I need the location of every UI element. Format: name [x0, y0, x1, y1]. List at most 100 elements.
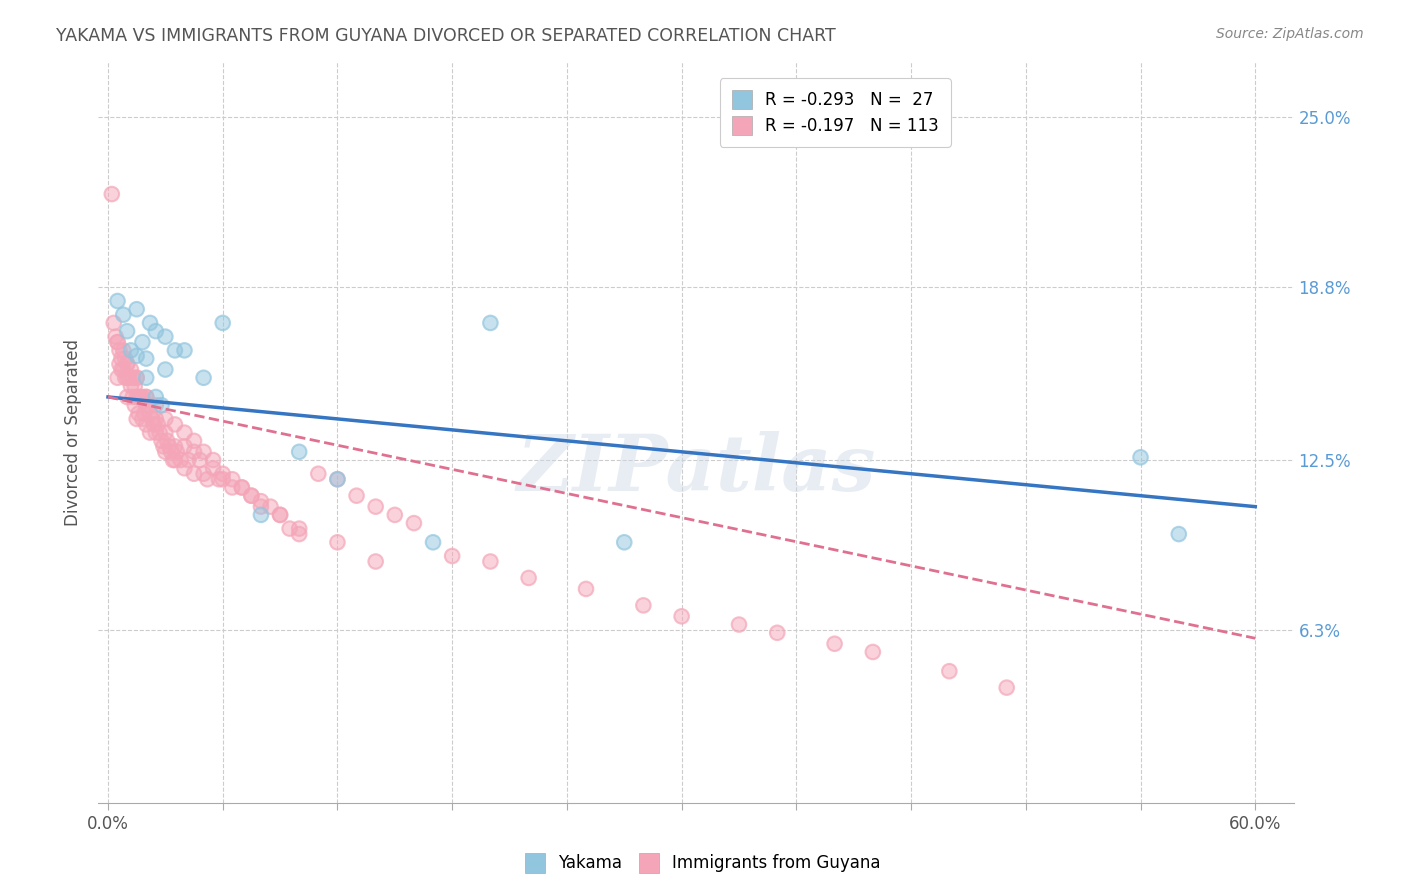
Point — [135, 398, 157, 412]
Point — [862, 645, 884, 659]
Point — [479, 554, 502, 568]
Point — [364, 554, 387, 568]
Point — [202, 453, 225, 467]
Point — [173, 461, 195, 475]
Point — [124, 398, 146, 412]
Point — [575, 582, 598, 596]
Point — [104, 329, 127, 343]
Point — [202, 453, 225, 467]
Point — [278, 522, 301, 536]
Point — [995, 681, 1018, 695]
Point — [479, 316, 502, 330]
Point — [177, 453, 200, 467]
Point — [288, 527, 311, 541]
Point — [114, 371, 136, 385]
Point — [124, 379, 146, 393]
Point — [115, 357, 138, 371]
Point — [135, 390, 157, 404]
Point — [131, 390, 153, 404]
Point — [221, 480, 243, 494]
Point — [221, 472, 243, 486]
Point — [141, 412, 163, 426]
Point — [221, 472, 243, 486]
Point — [183, 467, 205, 481]
Point — [115, 371, 138, 385]
Point — [136, 398, 159, 412]
Point — [173, 425, 195, 440]
Point — [633, 599, 655, 613]
Point — [139, 425, 162, 440]
Point — [145, 398, 167, 412]
Point — [211, 467, 233, 481]
Point — [145, 412, 167, 426]
Point — [155, 412, 177, 426]
Point — [135, 390, 157, 404]
Point — [125, 302, 148, 317]
Point — [145, 324, 167, 338]
Point — [211, 316, 233, 330]
Point — [250, 500, 273, 514]
Point — [166, 445, 188, 459]
Point — [107, 335, 129, 350]
Point — [150, 434, 173, 448]
Point — [169, 453, 191, 467]
Point — [160, 445, 183, 459]
Point — [135, 390, 157, 404]
Point — [231, 480, 253, 494]
Point — [162, 453, 184, 467]
Point — [128, 390, 150, 404]
Point — [479, 554, 502, 568]
Point — [221, 480, 243, 494]
Point — [288, 522, 311, 536]
Point — [115, 390, 138, 404]
Point — [121, 371, 143, 385]
Point — [107, 335, 129, 350]
Point — [104, 329, 127, 343]
Point — [107, 335, 129, 350]
Point — [824, 637, 846, 651]
Point — [155, 362, 177, 376]
Point — [633, 599, 655, 613]
Point — [938, 664, 960, 678]
Point — [288, 445, 311, 459]
Point — [112, 362, 135, 376]
Point — [326, 472, 349, 486]
Point — [250, 508, 273, 522]
Point — [173, 425, 195, 440]
Point — [149, 425, 172, 440]
Point — [938, 664, 960, 678]
Point — [575, 582, 598, 596]
Point — [269, 508, 291, 522]
Point — [163, 417, 186, 432]
Point — [125, 349, 148, 363]
Point — [169, 453, 191, 467]
Point — [128, 406, 150, 420]
Point — [114, 351, 136, 366]
Point — [125, 302, 148, 317]
Point — [1129, 450, 1152, 465]
Point — [145, 425, 167, 440]
Point — [145, 324, 167, 338]
Point — [422, 535, 444, 549]
Point — [131, 412, 153, 426]
Point — [139, 316, 162, 330]
Point — [135, 417, 157, 432]
Point — [671, 609, 693, 624]
Point — [208, 472, 231, 486]
Point — [211, 316, 233, 330]
Point — [231, 480, 253, 494]
Point — [166, 445, 188, 459]
Point — [112, 343, 135, 358]
Point — [107, 293, 129, 308]
Point — [125, 371, 148, 385]
Legend: R = -0.293   N =  27, R = -0.197   N = 113: R = -0.293 N = 27, R = -0.197 N = 113 — [720, 78, 950, 146]
Point — [231, 480, 253, 494]
Point — [193, 445, 215, 459]
Point — [121, 371, 143, 385]
Point — [134, 406, 156, 420]
Point — [173, 439, 195, 453]
Point — [125, 371, 148, 385]
Point — [193, 371, 215, 385]
Point — [862, 645, 884, 659]
Point — [139, 406, 162, 420]
